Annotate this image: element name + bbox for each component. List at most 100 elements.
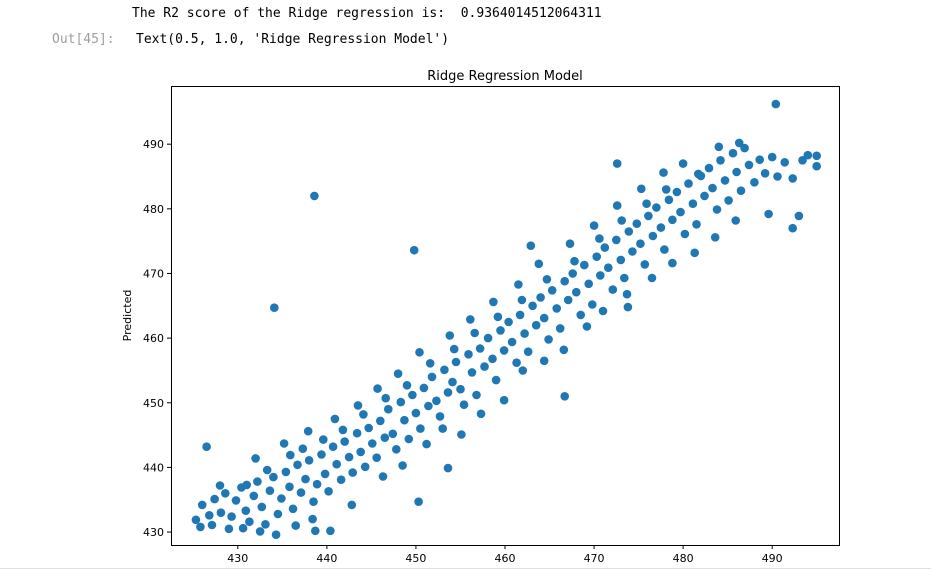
data-point bbox=[288, 504, 298, 514]
data-point bbox=[372, 453, 382, 463]
data-point bbox=[555, 324, 565, 333]
data-point bbox=[456, 384, 465, 394]
data-point bbox=[560, 276, 569, 286]
data-point bbox=[245, 517, 254, 526]
data-point bbox=[281, 467, 291, 477]
x-tick-label: 430 bbox=[227, 552, 248, 565]
data-point bbox=[338, 425, 348, 435]
data-point bbox=[539, 313, 549, 323]
data-point bbox=[584, 279, 593, 289]
data-point bbox=[812, 161, 821, 171]
data-point bbox=[301, 474, 310, 484]
data-point bbox=[714, 142, 724, 152]
data-point bbox=[708, 183, 717, 193]
data-point bbox=[690, 248, 699, 258]
data-point bbox=[449, 344, 459, 354]
data-point bbox=[311, 526, 320, 536]
data-point bbox=[319, 435, 328, 444]
data-point bbox=[257, 502, 267, 512]
data-point bbox=[617, 216, 626, 225]
data-point bbox=[443, 388, 453, 397]
data-point bbox=[312, 479, 322, 489]
data-point bbox=[253, 477, 262, 486]
data-point bbox=[780, 158, 789, 167]
data-point bbox=[380, 433, 390, 443]
x-tick-label: 450 bbox=[405, 552, 426, 565]
y-tick-label: 450 bbox=[143, 397, 164, 410]
y-tick-label: 480 bbox=[143, 203, 164, 216]
x-tick-label: 440 bbox=[316, 552, 337, 565]
data-point bbox=[359, 410, 368, 419]
data-point bbox=[595, 234, 604, 243]
data-point bbox=[296, 488, 306, 497]
data-point bbox=[531, 320, 541, 330]
data-point bbox=[600, 243, 610, 252]
data-point bbox=[764, 209, 773, 219]
data-point bbox=[320, 469, 330, 479]
data-point bbox=[740, 143, 749, 153]
data-point bbox=[724, 196, 733, 205]
data-point bbox=[303, 426, 313, 436]
data-point bbox=[589, 221, 599, 230]
data-point bbox=[576, 310, 585, 320]
data-point bbox=[647, 273, 657, 283]
data-point bbox=[409, 245, 419, 255]
data-point bbox=[622, 289, 632, 299]
data-point bbox=[499, 346, 509, 355]
y-axis-label: Predicted bbox=[121, 290, 134, 342]
data-point bbox=[572, 287, 581, 297]
data-point bbox=[612, 235, 621, 245]
data-point bbox=[224, 524, 234, 534]
data-point bbox=[720, 176, 730, 185]
data-point bbox=[636, 239, 645, 248]
data-point bbox=[798, 156, 807, 165]
data-point bbox=[700, 191, 709, 201]
data-point bbox=[432, 396, 441, 406]
data-point bbox=[400, 415, 409, 425]
data-point bbox=[528, 301, 537, 311]
data-point bbox=[286, 450, 295, 460]
out-prompt: Out[45]: bbox=[52, 32, 115, 47]
data-point bbox=[612, 159, 622, 168]
data-point bbox=[547, 286, 557, 295]
data-point bbox=[628, 247, 637, 256]
data-point bbox=[262, 465, 272, 475]
data-point bbox=[612, 201, 622, 210]
data-point bbox=[336, 475, 346, 485]
data-point bbox=[422, 439, 431, 449]
data-point bbox=[404, 434, 414, 444]
data-point bbox=[360, 462, 370, 472]
data-point bbox=[191, 515, 201, 525]
data-point bbox=[216, 508, 226, 517]
data-point bbox=[767, 152, 777, 162]
output-row: Out[45]: Text(0.5, 1.0, 'Ridge Regressio… bbox=[0, 32, 931, 52]
data-point bbox=[317, 450, 326, 459]
data-point bbox=[392, 445, 401, 454]
data-point bbox=[517, 295, 527, 305]
data-point bbox=[604, 263, 613, 273]
output-repr-text: Text(0.5, 1.0, 'Ridge Regression Model') bbox=[136, 32, 450, 47]
data-point bbox=[293, 460, 302, 470]
data-point bbox=[623, 302, 633, 312]
stream-output-text: The R2 score of the Ridge regression is:… bbox=[132, 6, 602, 21]
x-tick-label: 460 bbox=[495, 552, 516, 565]
data-point bbox=[261, 520, 270, 529]
data-point bbox=[279, 439, 289, 448]
data-point bbox=[207, 520, 217, 530]
data-point bbox=[415, 348, 424, 357]
data-point bbox=[376, 416, 385, 426]
y-tick-label: 460 bbox=[143, 332, 164, 345]
data-point bbox=[398, 461, 407, 470]
data-point bbox=[592, 252, 601, 261]
data-point bbox=[393, 369, 403, 379]
data-point bbox=[716, 156, 725, 165]
data-point bbox=[466, 315, 475, 324]
y-tick-label: 440 bbox=[143, 461, 164, 474]
data-point bbox=[424, 401, 433, 411]
data-point bbox=[480, 362, 489, 371]
data-point bbox=[608, 285, 618, 294]
data-point bbox=[472, 390, 481, 400]
data-point bbox=[499, 395, 509, 405]
data-point bbox=[664, 195, 674, 205]
data-point bbox=[221, 489, 230, 498]
